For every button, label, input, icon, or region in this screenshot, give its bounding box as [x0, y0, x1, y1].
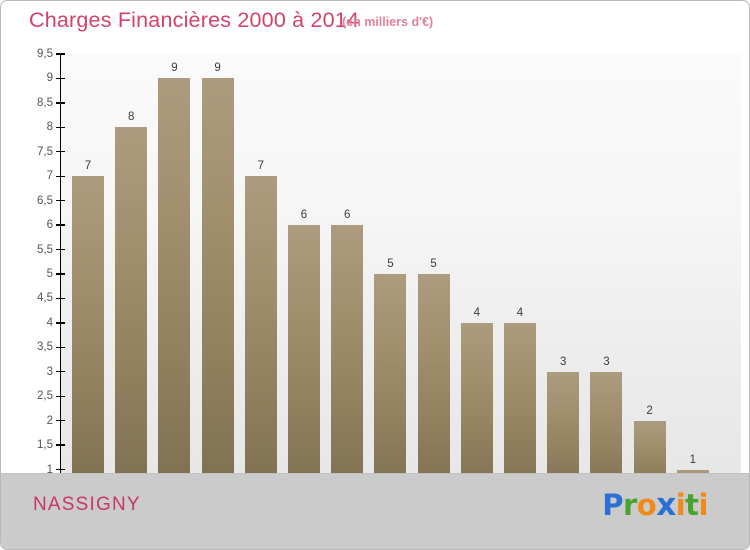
page-title: Charges Financières 2000 à 2014 [29, 8, 360, 32]
bar-series: 7 8 9 9 7 6 6 5 5 4 4 3 3 2 1 [61, 54, 741, 494]
bar-group: 6 [288, 54, 320, 494]
bar-group: 3 [590, 54, 623, 494]
y-axis-tick-label: 2 [46, 414, 53, 427]
y-axis-tick-label: 7,5 [37, 145, 53, 158]
y-axis-tick-mark [56, 273, 65, 275]
y-axis-tick-mark [56, 199, 65, 202]
y-axis-tick-mark [56, 297, 65, 300]
logo-letter-i1: i [675, 488, 686, 522]
bar-value-label: 9 [214, 62, 221, 75]
y-axis-tick-label: 4,5 [37, 292, 53, 305]
bar-value-label: 4 [516, 306, 524, 319]
y-axis-tick-label: 4 [46, 316, 53, 329]
chart-footer: NASSIGNY Proxiti [1, 473, 749, 549]
chart-header: Charges Financières 2000 à 2014 (en mill… [1, 1, 749, 43]
logo-letter-i2: i [698, 488, 709, 522]
bar-value-label: 8 [127, 111, 135, 124]
bar-group: 5 [417, 54, 450, 494]
bar-value-label: 2 [646, 404, 653, 417]
bar[interactable] [288, 225, 320, 494]
bar-value-label: 7 [84, 160, 92, 173]
y-axis-tick-label: 7 [46, 170, 53, 183]
bar-group: 7 [72, 54, 104, 494]
bar-value-label: 6 [343, 209, 351, 222]
bar-value-label: 5 [430, 258, 437, 270]
y-axis-tick-label: 5 [46, 268, 53, 280]
bar[interactable] [115, 127, 148, 494]
bar-group: 4 [460, 54, 493, 494]
y-axis-tick-label: 9 [46, 72, 53, 85]
bar-group: 1 [676, 54, 709, 494]
bar[interactable] [460, 322, 493, 494]
logo-letter-t: t [685, 488, 699, 522]
bar-value-label: 9 [171, 62, 178, 75]
bar-value-label: 3 [603, 355, 610, 368]
bar-group: 3 [547, 54, 580, 494]
bar-group: 2 [633, 54, 666, 494]
y-axis-tick-mark [56, 151, 65, 153]
logo-letter-p: P [602, 488, 623, 522]
y-axis-tick-mark [56, 371, 65, 373]
y-axis-tick-mark [56, 444, 65, 446]
bar-group: 8 [115, 54, 148, 494]
bar-group: 7 [244, 54, 277, 494]
y-axis-tick-label: 8 [46, 121, 53, 134]
y-axis-tick-mark [56, 248, 65, 251]
bar[interactable] [244, 176, 277, 494]
y-axis-tick-mark [56, 126, 65, 129]
bar[interactable] [331, 225, 364, 494]
y-axis-tick-label: 2,5 [37, 390, 53, 403]
logo-letter-r: r [622, 488, 637, 522]
y-axis-tick-mark [56, 102, 65, 104]
chart-subtitle: (en milliers d'€) [342, 15, 434, 29]
bar-value-label: 6 [300, 209, 308, 222]
bar[interactable] [374, 274, 407, 494]
proxiti-logo[interactable]: Proxiti [602, 487, 708, 523]
y-axis-tick-label: 3 [46, 365, 53, 378]
y-axis-tick-mark [56, 175, 65, 177]
y-axis-tick-label: 3,5 [37, 341, 53, 354]
y-axis-tick-label: 9,5 [37, 48, 53, 60]
y-axis-tick-mark [56, 224, 65, 226]
bar-group: 6 [331, 54, 364, 494]
bar[interactable] [158, 78, 191, 494]
chart-plot-wrapper: 9,598,587,576,565,554,543,532,521,510,5 … [1, 43, 749, 510]
bar-value-label: 4 [473, 306, 480, 319]
bar-value-label: 1 [689, 453, 696, 466]
y-axis-tick-label: 8,5 [37, 96, 53, 109]
bar-value-label: 3 [559, 355, 567, 368]
bar-group: 5 [374, 54, 407, 494]
y-axis-tick-label: 5,5 [37, 243, 53, 256]
y-axis-tick-mark [56, 53, 65, 55]
bar[interactable] [504, 322, 536, 494]
bar-value-label: 7 [257, 160, 264, 173]
y-axis-tick-mark [56, 77, 65, 80]
logo-letter-o: o [636, 488, 657, 522]
y-axis-tick-label: 6,5 [37, 194, 53, 207]
y-axis-tick-mark [56, 346, 65, 349]
bar-group: 9 [201, 54, 234, 494]
y-axis-tick-label: 6 [46, 219, 53, 232]
bar-group: 9 [158, 54, 191, 494]
y-axis-tick-label: 1,5 [37, 439, 53, 452]
bar-value-label: 5 [387, 258, 394, 270]
y-axis-tick-mark [56, 322, 65, 324]
commune-name: NASSIGNY [33, 494, 141, 515]
y-axis-tick-mark [56, 419, 65, 422]
y-axis-tick-mark [56, 468, 65, 471]
bar[interactable] [201, 78, 234, 494]
bar[interactable] [417, 274, 450, 494]
bar-group: 4 [504, 54, 536, 494]
bar[interactable] [72, 176, 104, 494]
y-axis-tick-label: 1 [46, 463, 53, 476]
logo-letter-x: x [656, 487, 676, 523]
y-axis-tick-mark [56, 395, 65, 397]
